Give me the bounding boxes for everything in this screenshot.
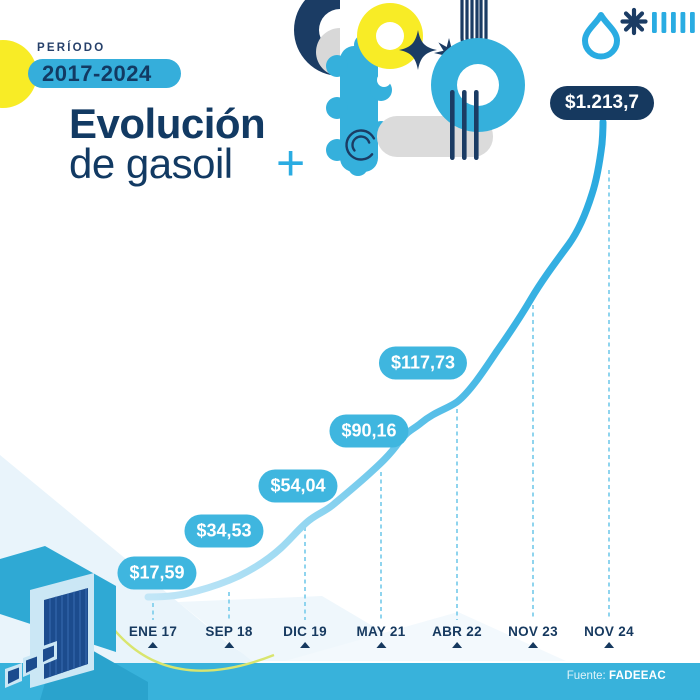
point-label: $117,73 (378, 346, 468, 380)
point-label: $1.213,7 (550, 86, 654, 120)
warehouse-windows (5, 641, 57, 688)
axis-marker-triangle (299, 642, 310, 648)
plus-sign-decor: + (276, 135, 306, 191)
x-axis-label: ENE 17 (129, 624, 177, 648)
price-line (144, 118, 607, 601)
blob-notch (377, 73, 391, 87)
dash-guide (228, 592, 230, 620)
source-credit: Fuente: FADEEAC (567, 670, 666, 682)
x-axis-label: ABR 22 (432, 624, 482, 648)
point-label: $17,59 (117, 556, 197, 590)
dash-guide (532, 305, 534, 620)
yellow-circle-decor (0, 40, 37, 108)
x-axis-label-text: ENE 17 (128, 624, 178, 639)
point-label: $34,53 (184, 514, 264, 548)
x-axis-label: NOV 24 (584, 624, 634, 648)
source-value: FADEEAC (608, 670, 666, 682)
title-line1: Evolución (69, 100, 266, 147)
point-label: $90,16 (329, 414, 409, 448)
page-title: Evolución de gasoil (69, 100, 266, 187)
period-value-pill: 2017-2024 (28, 59, 181, 88)
spiral-circle-decor (345, 129, 377, 161)
dash-guide (304, 527, 306, 620)
axis-marker-triangle (147, 642, 158, 648)
navy-bars-decor (450, 90, 479, 160)
x-axis-label: DIC 19 (283, 624, 327, 648)
asterisk-icon (620, 7, 648, 36)
point-label: $54,04 (258, 469, 338, 503)
dash-guide (608, 170, 610, 620)
title-line2: de gasoil (69, 140, 233, 187)
axis-marker-triangle (603, 642, 614, 648)
sparkle-icon (399, 30, 437, 70)
dash-guide (152, 603, 154, 620)
axis-marker-triangle (451, 642, 462, 648)
x-axis-label-text: NOV 24 (584, 624, 634, 639)
x-axis-label-text: ABR 22 (432, 624, 482, 639)
axis-marker-triangle (224, 642, 234, 648)
x-axis-label: SEP 18 (205, 624, 252, 648)
x-axis-label-text: NOV 23 (508, 624, 558, 639)
dash-guide (380, 472, 382, 620)
axis-marker-triangle (527, 642, 538, 648)
watermark-wedge (285, 612, 566, 661)
x-axis-label: NOV 23 (508, 624, 558, 648)
gauge-bars-icon (652, 12, 695, 33)
yellow-donut-decor (357, 3, 423, 69)
x-axis-label-text: MAY 21 (356, 624, 406, 639)
axis-marker-triangle (376, 642, 386, 648)
x-axis-label-text: SEP 18 (205, 624, 253, 639)
source-label: Fuente: (566, 670, 606, 682)
x-axis-label-text: DIC 19 (283, 624, 327, 639)
dash-guide (456, 409, 458, 620)
period-value: 2017-2024 (42, 60, 152, 86)
x-axis-label: MAY 21 (356, 624, 405, 648)
lime-arc-decor (103, 615, 275, 672)
period-label: PERÍODO (37, 42, 106, 54)
droplet-icon (582, 12, 620, 60)
warehouse-illustration (0, 546, 148, 700)
